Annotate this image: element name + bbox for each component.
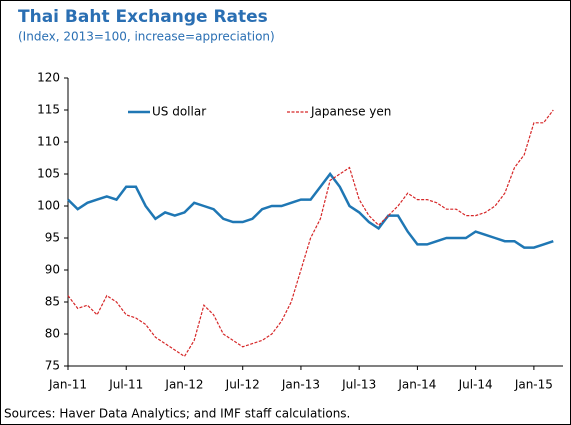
x-tick-label: Jan-15 [514, 378, 553, 392]
y-tick-label: 80 [45, 327, 60, 341]
y-tick-label: 110 [37, 135, 60, 149]
chart-title: Thai Baht Exchange Rates [18, 7, 268, 27]
x-tick-label: Jan-14 [397, 378, 436, 392]
chart-subtitle: (Index, 2013=100, increase=appreciation) [18, 30, 275, 44]
x-tick-label: Jul-14 [458, 378, 493, 392]
x-tick-label: Jul-12 [225, 378, 260, 392]
x-tick-label: Jul-13 [341, 378, 376, 392]
y-tick-label: 115 [37, 103, 60, 117]
x-tick-label: Jan-13 [281, 378, 320, 392]
source-note: Sources: Haver Data Analytics; and IMF s… [4, 407, 350, 421]
y-tick-label: 100 [37, 199, 60, 213]
y-tick-label: 105 [37, 167, 60, 181]
y-tick-label: 120 [37, 71, 60, 85]
x-tick-label: Jan-11 [48, 378, 87, 392]
series-line [67, 109, 554, 358]
x-tick-label: Jan-12 [164, 378, 203, 392]
series-line [67, 171, 554, 249]
x-tick-label: Jul-11 [108, 378, 143, 392]
legend-label: Japanese yen [310, 105, 391, 119]
legend-label: US dollar [152, 105, 206, 119]
y-tick-label: 90 [45, 263, 60, 277]
y-tick-label: 95 [45, 231, 60, 245]
y-tick-label: 75 [45, 359, 60, 373]
y-tick-label: 85 [45, 295, 60, 309]
